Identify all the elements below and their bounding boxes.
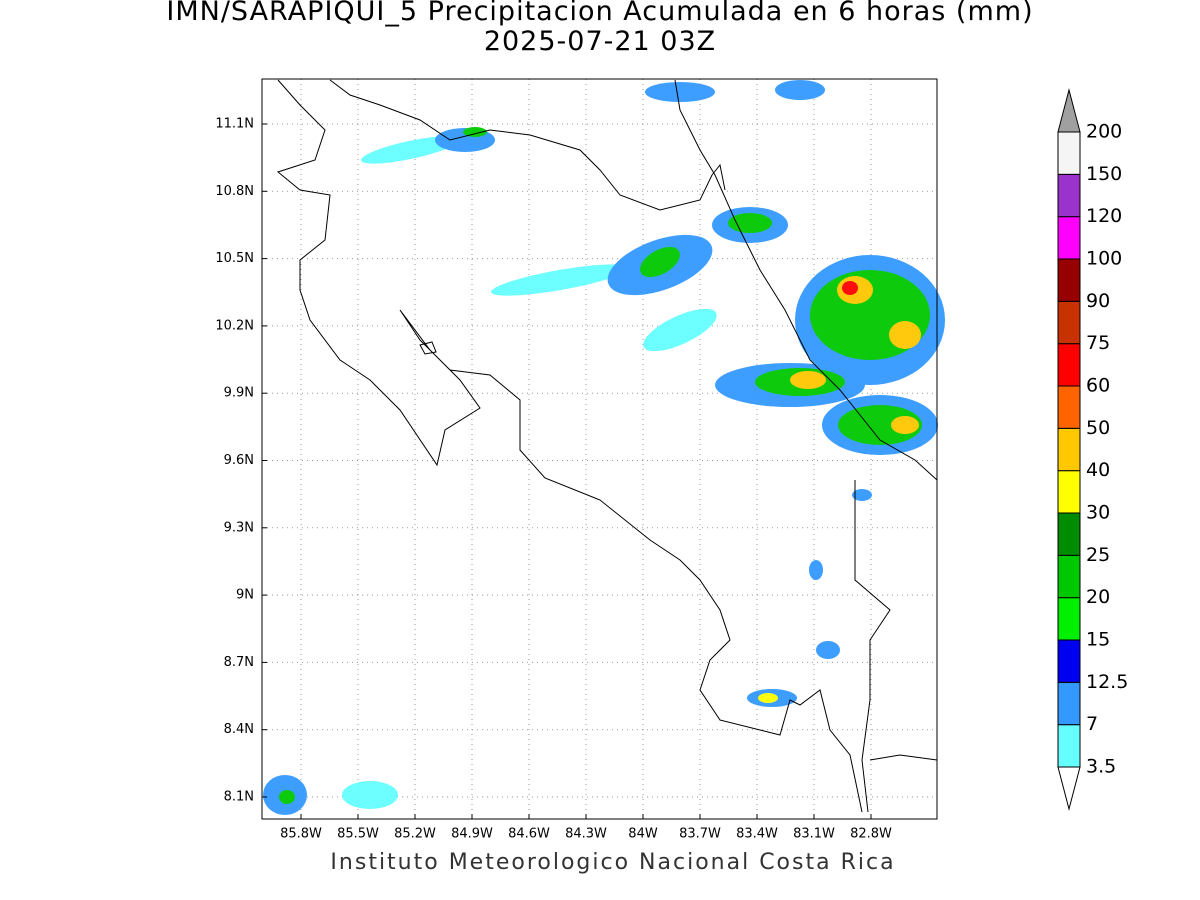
y-tick-label: 10.8N: [215, 184, 254, 199]
colorbar-box: [1057, 470, 1081, 514]
colorbar-label: 200: [1086, 121, 1122, 143]
y-tick-label: 10.2N: [215, 318, 254, 333]
map-frame: [261, 78, 938, 820]
y-tick-label: 9.6N: [224, 453, 254, 468]
colorbar-label: 120: [1086, 205, 1122, 227]
precip-area: [645, 82, 715, 102]
x-tick-label: 83.7W: [679, 827, 721, 842]
subtitle: 2025-07-21 03Z: [484, 26, 716, 57]
x-tick-label: 84.9W: [451, 827, 493, 842]
colorbar-label: 50: [1086, 417, 1110, 439]
y-tick-label: 9.3N: [224, 520, 254, 535]
precip-area: [491, 264, 629, 296]
x-tick-label: 83.4W: [736, 827, 778, 842]
colorbar-label: 3.5: [1086, 756, 1116, 778]
colorbar-box: [1057, 173, 1081, 218]
precip-area: [816, 641, 840, 659]
x-tick-label: 84.6W: [508, 827, 550, 842]
colorbar-box: [1057, 385, 1081, 429]
y-tick-label: 10.5N: [215, 251, 254, 266]
precip-area: [775, 80, 825, 100]
x-tick-label: 84.3W: [565, 827, 607, 842]
colorbar-box: [1057, 427, 1081, 472]
border: [854, 480, 938, 813]
colorbar-box: [1057, 512, 1081, 556]
x-tick-label: 85.8W: [280, 827, 322, 842]
precip-area: [891, 416, 919, 434]
coastline: [419, 341, 437, 355]
x-tick-label: 85.2W: [394, 827, 436, 842]
colorbar-box: [1057, 258, 1081, 302]
colorbar: 3.5 7 12.5 15 20 25 30 40 50 60 75 90 100 120 150 200: [1057, 88, 1128, 811]
colorbar-box: [1057, 681, 1081, 726]
precipitation: [263, 80, 945, 815]
colorbar-label: 150: [1086, 163, 1122, 185]
colorbar-box: [1057, 554, 1081, 599]
x-tick-label: 85.5W: [337, 827, 379, 842]
precip-area: [790, 371, 826, 389]
coastline: [276, 79, 863, 813]
colorbar-label: 30: [1086, 502, 1110, 524]
y-tick-label: 11.1N: [215, 117, 254, 132]
y-tick-label: 8.1N: [224, 790, 254, 805]
x-tick-label: 83.1W: [793, 827, 835, 842]
grid: [262, 79, 937, 819]
y-tick-label: 9.9N: [224, 386, 254, 401]
border: [674, 79, 938, 481]
colorbar-label: 100: [1086, 248, 1122, 270]
colorbar-label: 15: [1086, 629, 1110, 651]
coastline: [329, 79, 726, 211]
y-tick-label: 8.7N: [224, 655, 254, 670]
colorbar-label: 60: [1086, 375, 1110, 397]
precip-area: [342, 781, 398, 809]
precip-area: [643, 308, 717, 352]
precip-area: [279, 790, 295, 804]
colorbar-label: 25: [1086, 544, 1110, 566]
x-tick-label: 84W: [628, 827, 658, 842]
colorbar-label: 7: [1086, 713, 1098, 735]
colorbar-box: [1057, 131, 1081, 175]
precip-area: [809, 560, 823, 580]
precip-area: [361, 136, 459, 164]
colorbar-label: 90: [1086, 290, 1110, 312]
colorbar-label: 40: [1086, 459, 1110, 481]
coastlines: [276, 79, 938, 813]
y-tick-label: 9N: [236, 588, 254, 603]
precip-area: [758, 693, 778, 703]
colorbar-box: [1057, 597, 1081, 641]
colorbar-box: [1057, 300, 1081, 345]
colorbar-label: 12.5: [1086, 671, 1128, 693]
colorbar-over: [1057, 88, 1081, 133]
colorbar-box: [1057, 216, 1081, 260]
precip-area: [838, 405, 922, 445]
precip-area: [640, 246, 680, 278]
axis-labels: 85.8W 85.5W 85.2W 84.9W 84.6W 84.3W 84W 83.7W 83…: [215, 117, 892, 842]
colorbar-under: [1057, 766, 1081, 811]
colorbar-label: 75: [1086, 332, 1110, 354]
precip-area: [463, 127, 487, 137]
y-tick-label: 8.4N: [224, 722, 254, 737]
x-tick-label: 82.8W: [850, 827, 892, 842]
colorbar-box: [1057, 639, 1081, 683]
precip-area: [852, 489, 872, 501]
precip-area: [889, 321, 921, 349]
colorbar-box: [1057, 724, 1081, 768]
colorbar-box: [1057, 343, 1081, 387]
colorbar-label: 20: [1086, 586, 1110, 608]
precip-area: [728, 213, 772, 233]
title: IMN/SARAPIQUI_5 Precipitacion Acumulada …: [166, 0, 1033, 27]
footer: Instituto Meteorologico Nacional Costa R…: [330, 850, 895, 875]
precip-area: [842, 281, 858, 295]
